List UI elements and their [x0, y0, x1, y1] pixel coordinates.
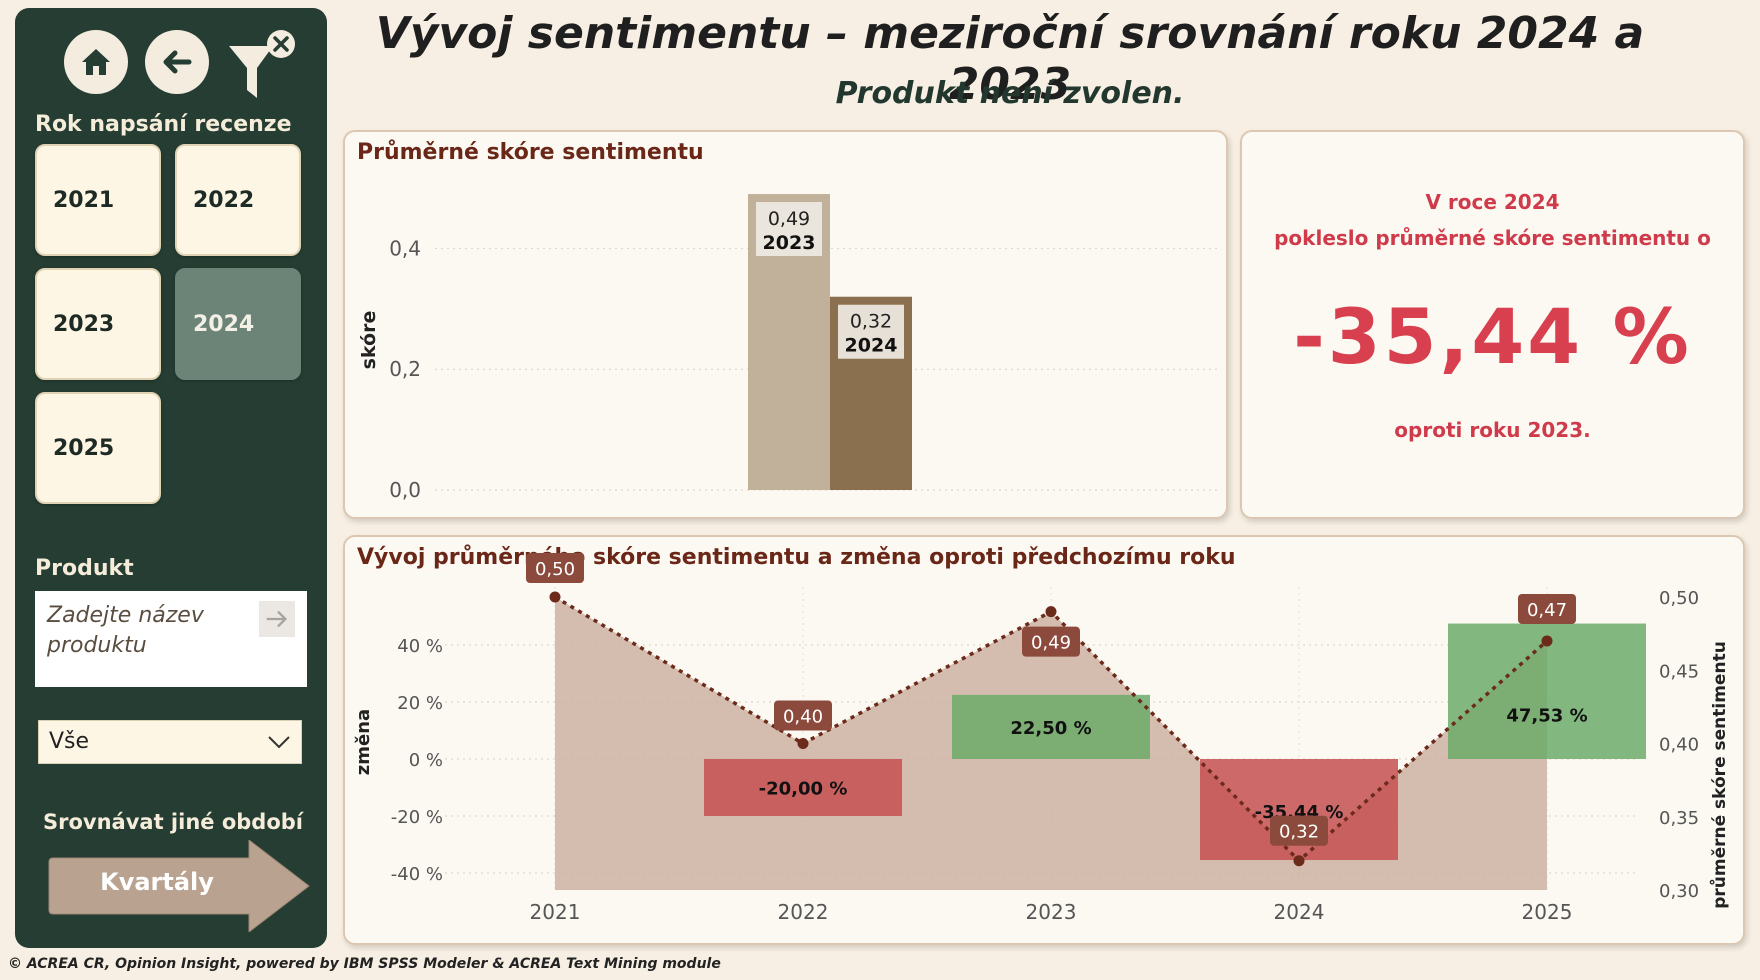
year-filter-label: Rok napsání recenze [35, 112, 292, 137]
page-subtitle: Produkt není zvolen. [835, 76, 1185, 111]
combo-left-tick: -40 % [391, 864, 443, 885]
combo-chart-card: Vývoj průměrného skóre sentimentu a změn… [343, 535, 1745, 945]
bar-label-box [838, 304, 904, 359]
score-label-box [1270, 815, 1328, 846]
bar-y-tick-label: 0,0 [389, 478, 421, 502]
score-label-box [774, 700, 832, 731]
score-value-label: 0,50 [535, 559, 575, 580]
combo-right-tick: 0,45 [1659, 661, 1699, 682]
change-value-label: 22,50 % [1010, 718, 1091, 739]
bar-chart-card: Průměrné skóre sentimentu skóre 0,0 0,2 0,… [343, 130, 1228, 519]
clear-filter-button[interactable] [225, 28, 305, 108]
change-value-label: 47,53 % [1506, 706, 1587, 727]
combo-x-tick: 2022 [778, 900, 829, 924]
year-tile-2021[interactable]: 2021 [35, 144, 161, 256]
combo-x-tick: 2025 [1522, 900, 1573, 924]
product-search-placeholder: Zadejte název produktu [47, 603, 204, 658]
score-value-label: 0,40 [783, 707, 823, 728]
combo-right-axis-label: průměrné skóre sentimentu [1708, 641, 1730, 909]
back-button[interactable] [145, 30, 209, 94]
score-point [1045, 606, 1057, 618]
sidebar-panel: Rok napsání recenze 2021 2022 2023 2024 … [15, 8, 327, 948]
year-tile-2025[interactable]: 2025 [35, 392, 161, 504]
combo-left-tick: 40 % [397, 636, 443, 657]
year-tile-2023[interactable]: 2023 [35, 268, 161, 380]
combo-x-tick: 2021 [530, 900, 581, 924]
bar-value-label: 0,49 [768, 208, 810, 230]
combo-left-tick: -20 % [391, 807, 443, 828]
kpi-card: V roce 2024 pokleslo průměrné skóre sent… [1240, 130, 1745, 519]
bar-y-tick-label: 0,4 [389, 236, 421, 260]
score-value-label: 0,32 [1279, 822, 1319, 843]
product-label: Produkt [35, 556, 134, 581]
clear-filter-icon [229, 30, 295, 98]
score-point [797, 738, 809, 749]
compare-period-label: Srovnávat jiné období [43, 810, 303, 834]
change-bar-2023 [952, 694, 1150, 759]
combo-x-tick: 2024 [1274, 900, 1325, 924]
bar-year-label: 2023 [763, 232, 816, 254]
change-bar-2022 [704, 759, 902, 816]
change-value-label: -20,00 % [759, 779, 848, 800]
arrow-right-icon [266, 610, 288, 628]
footer-copyright: © ACREA CR, Opinion Insight, powered by … [8, 956, 721, 972]
score-point [1541, 635, 1553, 647]
bar-label-box [756, 202, 822, 257]
page-title: Vývoj sentimentu – meziroční srovnání ro… [375, 8, 1645, 110]
home-icon [82, 49, 110, 75]
kpi-line-description: pokleslo průměrné skóre sentimentu o [1274, 226, 1711, 250]
combo-left-axis-label: změna [353, 709, 374, 775]
home-button[interactable] [64, 30, 128, 94]
score-value-label: 0,47 [1527, 600, 1567, 621]
score-label-box [526, 553, 584, 583]
score-point [549, 591, 561, 603]
combo-left-tick: 0 % [409, 750, 443, 771]
product-search-input[interactable]: Zadejte název produktu [35, 591, 307, 687]
combo-right-tick: 0,40 [1659, 735, 1699, 756]
quarters-button[interactable]: Kvartály [43, 840, 313, 932]
combo-right-tick: 0,30 [1659, 881, 1699, 902]
quarters-button-label: Kvartály [100, 868, 214, 896]
combo-x-tick: 2023 [1026, 900, 1077, 924]
bar-chart-title: Průměrné skóre sentimentu [357, 140, 704, 165]
bar-value-label: 0,32 [850, 311, 892, 333]
combo-right-tick: 0,35 [1659, 808, 1699, 829]
chevron-down-icon [268, 736, 290, 749]
combo-chart-title: Vývoj průměrného skóre sentimentu a změn… [357, 545, 1236, 570]
bar-y-tick-label: 0,2 [389, 357, 421, 381]
year-tile-2024[interactable]: 2024 [175, 268, 301, 380]
bar-year-label: 2024 [845, 335, 898, 357]
score-label-box [1022, 626, 1080, 657]
combo-left-tick: 20 % [397, 693, 443, 714]
bar-y-axis-label: skóre [358, 311, 380, 370]
combo-right-tick: 0,50 [1659, 588, 1699, 609]
submit-arrow-button[interactable] [259, 601, 295, 637]
arrow-shape-icon [48, 840, 310, 932]
back-arrow-icon [163, 50, 192, 74]
kpi-line-year: V roce 2024 [1425, 190, 1560, 214]
score-label-box [1518, 593, 1576, 624]
kpi-value: -35,44 % [1293, 292, 1692, 381]
combo-chart-svg: změna průměrné skóre sentimentu 40 % 20 %… [353, 553, 1730, 924]
dropdown-selected-value: Vše [49, 729, 90, 754]
year-tile-2022[interactable]: 2022 [175, 144, 301, 256]
product-category-dropdown[interactable]: Vše [38, 720, 302, 764]
score-value-label: 0,49 [1031, 633, 1071, 654]
score-point [1293, 855, 1305, 867]
kpi-line-comparison: oproti roku 2023. [1394, 418, 1591, 442]
